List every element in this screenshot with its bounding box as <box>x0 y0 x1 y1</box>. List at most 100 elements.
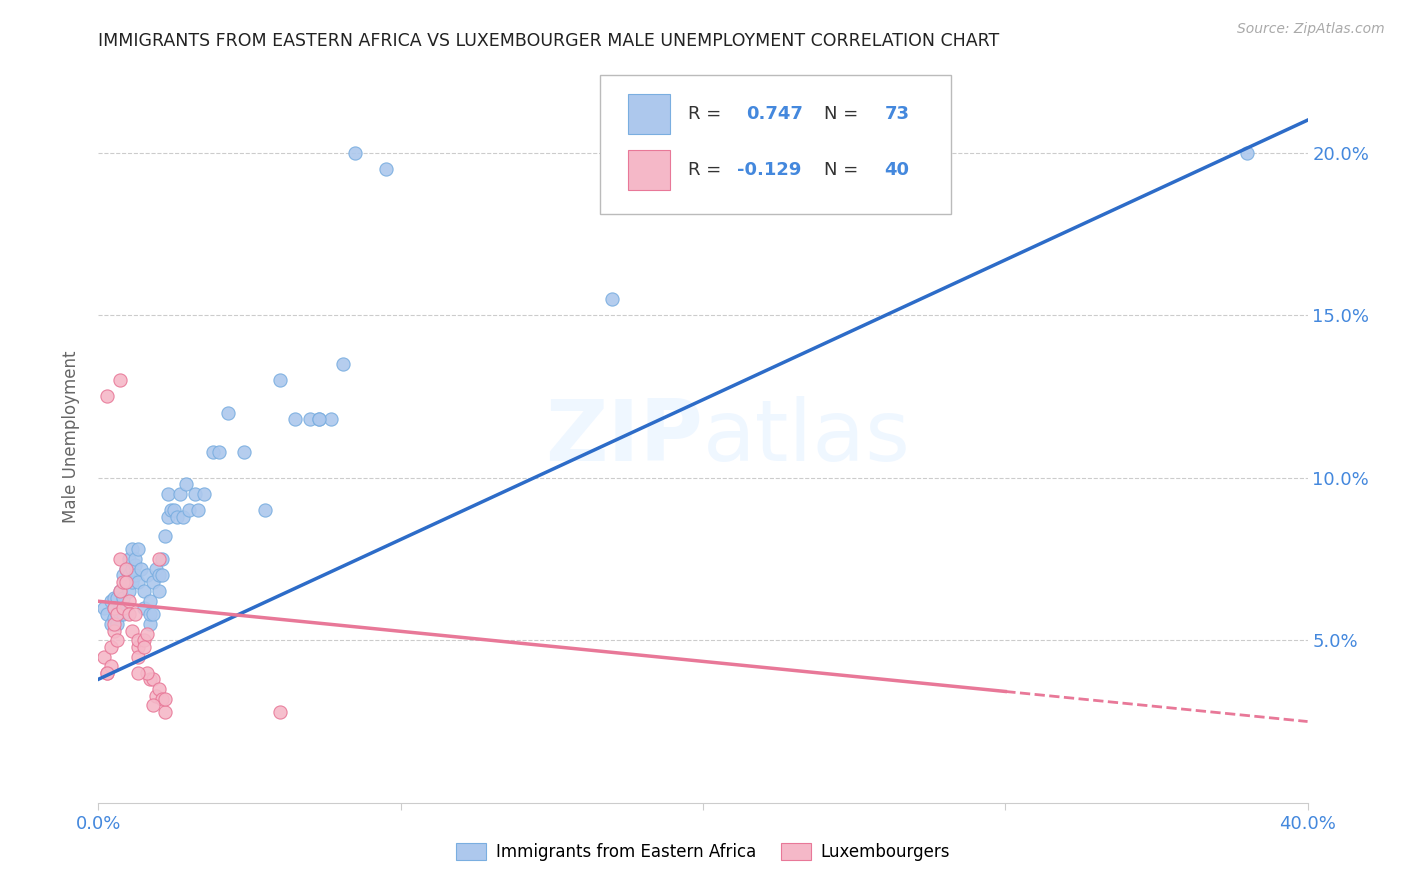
Point <box>103 617 125 632</box>
Point <box>124 558 146 573</box>
Point <box>308 412 330 426</box>
Point <box>100 617 122 632</box>
Text: R =: R = <box>689 161 727 179</box>
Point <box>153 705 176 719</box>
Point <box>148 568 170 582</box>
Point <box>217 406 239 420</box>
Text: -0.129: -0.129 <box>737 161 801 179</box>
Point <box>156 487 179 501</box>
Point <box>179 503 201 517</box>
Point <box>145 689 167 703</box>
Point <box>108 584 131 599</box>
Point <box>103 600 125 615</box>
Point <box>142 574 165 589</box>
Bar <box>628 94 671 134</box>
Point <box>111 568 134 582</box>
Point <box>1236 145 1258 160</box>
Point <box>135 665 157 680</box>
Point <box>103 591 125 605</box>
Point <box>121 542 143 557</box>
Point <box>332 357 354 371</box>
Point <box>308 412 330 426</box>
Point <box>96 665 118 680</box>
Text: 0.747: 0.747 <box>747 104 803 123</box>
Text: IMMIGRANTS FROM EASTERN AFRICA VS LUXEMBOURGER MALE UNEMPLOYMENT CORRELATION CHA: IMMIGRANTS FROM EASTERN AFRICA VS LUXEMB… <box>98 32 1000 50</box>
Point <box>132 640 155 654</box>
Text: atlas: atlas <box>703 395 911 479</box>
Point <box>139 617 162 632</box>
Point <box>169 487 191 501</box>
Point <box>139 594 162 608</box>
Text: Source: ZipAtlas.com: Source: ZipAtlas.com <box>1237 22 1385 37</box>
Point <box>108 552 131 566</box>
Point <box>103 624 125 638</box>
Point <box>208 444 231 458</box>
Point <box>105 607 128 622</box>
Point <box>96 665 118 680</box>
Point <box>96 389 118 403</box>
Point <box>232 444 254 458</box>
Point <box>142 607 165 622</box>
Text: N =: N = <box>824 104 863 123</box>
Point <box>118 552 141 566</box>
Point <box>118 594 141 608</box>
Point <box>118 607 141 622</box>
Point <box>139 673 162 687</box>
Text: 73: 73 <box>884 104 910 123</box>
Point <box>160 503 183 517</box>
Point <box>150 552 173 566</box>
Point <box>108 607 131 622</box>
Point <box>284 412 307 426</box>
Legend: Immigrants from Eastern Africa, Luxembourgers: Immigrants from Eastern Africa, Luxembou… <box>449 836 957 868</box>
Point <box>93 649 115 664</box>
Point <box>142 698 165 713</box>
Point <box>100 640 122 654</box>
Point <box>108 584 131 599</box>
Point <box>111 607 134 622</box>
Point <box>114 562 136 576</box>
Point <box>127 640 149 654</box>
FancyBboxPatch shape <box>600 75 950 214</box>
Text: R =: R = <box>689 104 727 123</box>
Point <box>111 600 134 615</box>
Point <box>135 568 157 582</box>
Point <box>108 600 131 615</box>
Point <box>344 145 367 160</box>
Point <box>105 591 128 605</box>
Point <box>127 574 149 589</box>
Point <box>153 691 176 706</box>
Point <box>127 649 149 664</box>
Point <box>148 552 170 566</box>
Point <box>132 633 155 648</box>
Point <box>135 626 157 640</box>
Text: N =: N = <box>824 161 863 179</box>
Point <box>93 600 115 615</box>
Point <box>269 373 291 387</box>
Point <box>139 607 162 622</box>
Point <box>321 412 343 426</box>
Point <box>150 568 173 582</box>
Point <box>114 574 136 589</box>
Point <box>118 584 141 599</box>
Point <box>299 412 322 426</box>
Point <box>105 607 128 622</box>
Bar <box>628 150 671 190</box>
Text: ZIP: ZIP <box>546 395 703 479</box>
Point <box>269 705 291 719</box>
Point <box>118 568 141 582</box>
Point <box>184 487 207 501</box>
Point <box>121 624 143 638</box>
Point <box>193 487 215 501</box>
Point <box>127 665 149 680</box>
Point <box>111 574 134 589</box>
Point <box>111 591 134 605</box>
Point <box>163 503 186 517</box>
Point <box>150 691 173 706</box>
Point <box>108 373 131 387</box>
Point <box>187 503 209 517</box>
Point <box>100 594 122 608</box>
Point <box>103 610 125 624</box>
Point <box>174 477 197 491</box>
Point <box>202 444 225 458</box>
Point <box>132 584 155 599</box>
